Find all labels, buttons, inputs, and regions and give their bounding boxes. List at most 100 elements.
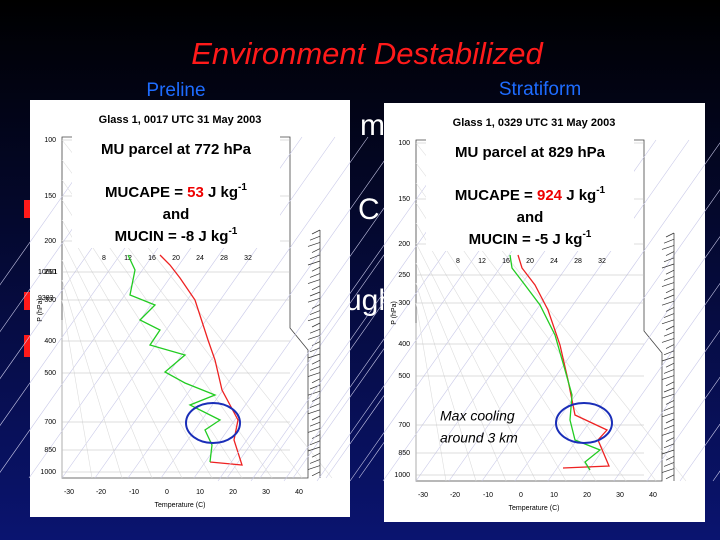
- background-fragment-mark: [24, 292, 30, 310]
- wind-barb: [307, 446, 321, 452]
- temperature-tick-label: -10: [483, 492, 493, 499]
- isotherm: [580, 282, 720, 482]
- pressure-tick-label: 700: [398, 422, 410, 429]
- wind-barb: [665, 269, 675, 275]
- wind-barb: [309, 291, 321, 297]
- dry-adiabat: [61, 299, 93, 479]
- dewpoint-profile: [127, 254, 222, 463]
- wind-barb: [661, 449, 675, 455]
- mixing-ratio-label: 16: [148, 255, 156, 262]
- background-fragment: m: [360, 109, 385, 142]
- wind-barb: [309, 459, 321, 464]
- pressure-tick-label: 200: [44, 238, 56, 245]
- mixing-ratio-label: 24: [196, 255, 204, 262]
- pressure-tick-label: 100: [44, 137, 56, 144]
- mucape-line: MUCAPE = 53 J kg-1: [105, 182, 247, 201]
- wind-barb: [665, 474, 675, 480]
- text-box: [426, 139, 634, 251]
- wind-barb: [661, 393, 675, 399]
- panel-title: Glass 1, 0329 UTC 31 May 2003: [453, 117, 616, 129]
- wind-barb: [665, 307, 675, 312]
- pressure-tick-label: 400: [398, 341, 410, 348]
- wind-barb: [311, 378, 321, 384]
- wind-barb: [309, 254, 321, 260]
- wind-barb: [311, 415, 321, 421]
- dry-adiabat: [61, 279, 123, 479]
- mucape-exponent: -1: [238, 182, 247, 193]
- temperature-tick-label: 20: [229, 489, 237, 496]
- panel-label: Stratiform: [499, 79, 581, 100]
- pressure-tick-label: 250: [44, 269, 56, 276]
- wind-barb: [663, 331, 675, 337]
- height-label: 9383: [38, 295, 54, 302]
- wind-barb: [309, 347, 321, 353]
- wind-barb: [311, 452, 321, 458]
- pressure-tick-label: 400: [44, 338, 56, 345]
- isotherm: [217, 139, 459, 482]
- isotherm: [448, 139, 690, 482]
- pressure-tick-label: 850: [44, 447, 56, 454]
- isotherm: [127, 136, 369, 479]
- temperature-tick-label: -30: [64, 489, 74, 496]
- wind-barb: [663, 387, 675, 393]
- wind-barb: [309, 310, 321, 315]
- background-fragment-mark: [24, 335, 30, 357]
- wind-barb: [663, 443, 675, 449]
- mucin-prefix: MUCIN =: [469, 231, 531, 248]
- mucape-value: 924: [537, 187, 563, 204]
- mucin-unit: J kg: [552, 231, 582, 248]
- wind-barb: [665, 288, 675, 294]
- mucape-prefix: MUCAPE =: [105, 184, 183, 201]
- isotherm: [646, 376, 720, 482]
- x-axis-label: Temperature (C): [155, 502, 206, 509]
- dewpoint-profile: [509, 254, 602, 471]
- background-fragment: C: [358, 193, 380, 226]
- mucin-prefix: MUCIN =: [115, 228, 177, 245]
- height-label: 10601: [38, 269, 58, 276]
- wind-barb: [663, 369, 675, 374]
- wind-barb: [663, 276, 675, 281]
- joiner-text: and: [163, 206, 190, 223]
- temperature-tick-label: -20: [96, 489, 106, 496]
- wind-barb: [311, 471, 321, 477]
- pressure-tick-label: 150: [44, 193, 56, 200]
- temperature-tick-label: 40: [649, 492, 657, 499]
- wind-barb: [665, 381, 675, 387]
- wind-barb: [661, 338, 675, 343]
- wind-barb: [661, 282, 675, 287]
- text-box: [72, 136, 280, 248]
- mucin-value: -8: [181, 228, 194, 245]
- dry-adiabat: [415, 282, 477, 482]
- wind-barb: [311, 285, 321, 291]
- dry-adiabat: [415, 222, 567, 482]
- panel-label: Preline: [146, 80, 205, 101]
- dry-adiabat: [415, 262, 507, 482]
- temperature-tick-label: 10: [196, 489, 204, 496]
- isotherm: [613, 329, 720, 482]
- mucape-unit: J kg: [566, 187, 596, 204]
- temperature-tick-label: 0: [165, 489, 169, 496]
- wind-barb: [663, 257, 675, 263]
- wind-barb: [661, 319, 675, 325]
- panel-title: Glass 1, 0017 UTC 31 May 2003: [99, 114, 262, 126]
- pressure-tick-label: 100: [398, 140, 410, 147]
- wind-barb: [663, 462, 675, 467]
- pressure-tick-label: 300: [398, 300, 410, 307]
- mucape-line: MUCAPE = 924 J kg-1: [455, 185, 606, 204]
- temperature-tick-label: 30: [616, 492, 624, 499]
- wind-barb: [311, 397, 321, 402]
- pressure-tick-label: 250: [398, 272, 410, 279]
- mucape-value: 53: [187, 184, 204, 201]
- temperature-profile: [159, 254, 243, 466]
- wind-barb: [307, 335, 321, 340]
- wind-barb: [307, 428, 321, 433]
- wind-barb: [665, 325, 675, 331]
- dry-adiabat: [415, 302, 447, 482]
- wind-barb: [665, 362, 675, 368]
- wind-barb: [311, 229, 321, 235]
- annotation: around 3 km: [440, 430, 518, 446]
- wind-barb: [307, 316, 321, 322]
- wind-barb: [307, 297, 321, 303]
- mixing-ratio-label: 32: [598, 258, 606, 265]
